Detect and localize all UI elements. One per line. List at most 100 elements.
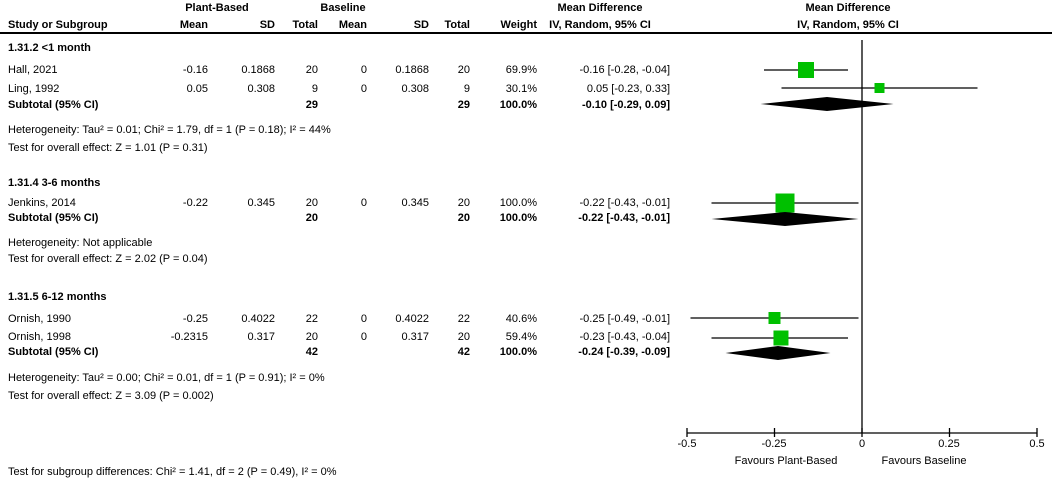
study-total1: 20 (305, 197, 318, 209)
subgroup-differences-note: Test for subgroup differences: Chi² = 1.… (8, 466, 337, 478)
study-total1: 20 (305, 331, 318, 343)
overall-effect-note: Test for overall effect: Z = 1.01 (P = 0… (8, 142, 208, 154)
study-mean1: 0.05 (186, 83, 208, 95)
subtotal-ci: -0.22 [-0.43, -0.01] (578, 212, 670, 224)
study-name: Ling, 1992 (8, 83, 60, 95)
subgroup-title: 1.31.2 <1 month (8, 42, 91, 54)
column-sd1: SD (259, 19, 275, 31)
favours-right-label: Favours Baseline (881, 455, 967, 467)
study-sd1: 0.308 (247, 83, 275, 95)
study-weight: 30.1% (505, 83, 537, 95)
subtotal-diamond (711, 212, 859, 226)
column-weight: Weight (500, 19, 537, 31)
study-name: Ornish, 1998 (8, 331, 71, 343)
study-total2: 20 (457, 64, 470, 76)
subgroup-title: 1.31.4 3-6 months (8, 177, 101, 189)
study-sd1: 0.345 (247, 197, 275, 209)
favours-left-label: Favours Plant-Based (734, 455, 838, 467)
subtotal-label: Subtotal (95% CI) (8, 212, 99, 224)
subtotal-weight: 100.0% (499, 346, 537, 358)
study-weight: 69.9% (505, 64, 537, 76)
column-group-baseline: Baseline (320, 2, 366, 14)
study-mean2: 0 (360, 313, 367, 325)
subtotal-weight: 100.0% (499, 99, 537, 111)
subtotal-label: Subtotal (95% CI) (8, 346, 99, 358)
study-mean2: 0 (360, 331, 367, 343)
column-iv-random-ci: IV, Random, 95% CI (549, 19, 651, 31)
x-tick-label: 0.25 (938, 438, 960, 450)
effect-square (775, 193, 795, 213)
study-sd1: 0.1868 (241, 64, 275, 76)
study-weight: 100.0% (499, 197, 537, 209)
heterogeneity-note: Heterogeneity: Not applicable (8, 237, 153, 249)
x-tick-label: 0 (858, 438, 866, 450)
study-ci: 0.05 [-0.23, 0.33] (586, 83, 670, 95)
effect-square (874, 83, 885, 93)
heterogeneity-note: Heterogeneity: Tau² = 0.00; Chi² = 0.01,… (8, 372, 325, 384)
study-ci: -0.25 [-0.49, -0.01] (579, 313, 671, 325)
study-sd2: 0.317 (401, 331, 429, 343)
heterogeneity-note: Heterogeneity: Tau² = 0.01; Chi² = 1.79,… (8, 124, 331, 136)
study-total1: 22 (305, 313, 318, 325)
plot-title-mean-difference: Mean Difference (805, 2, 891, 14)
column-mean2: Mean (338, 19, 367, 31)
study-ci: -0.22 [-0.43, -0.01] (579, 197, 671, 209)
effect-square (768, 312, 781, 324)
subtotal-total2: 29 (457, 99, 470, 111)
subgroup-title: 1.31.5 6-12 months (8, 291, 107, 303)
overall-effect-note: Test for overall effect: Z = 2.02 (P = 0… (8, 253, 208, 265)
subtotal-total1: 29 (305, 99, 318, 111)
study-total2: 9 (463, 83, 470, 95)
subtotal-diamond (760, 97, 894, 111)
study-ci: -0.16 [-0.28, -0.04] (579, 64, 671, 76)
study-ci: -0.23 [-0.43, -0.04] (579, 331, 671, 343)
subtotal-ci: -0.24 [-0.39, -0.09] (578, 346, 670, 358)
study-mean1: -0.25 (182, 313, 208, 325)
study-name: Hall, 2021 (8, 64, 58, 76)
subtotal-weight: 100.0% (499, 212, 537, 224)
study-mean2: 0 (360, 83, 367, 95)
subtotal-total1: 42 (305, 346, 318, 358)
study-sd1: 0.4022 (241, 313, 275, 325)
overall-effect-note: Test for overall effect: Z = 3.09 (P = 0… (8, 390, 214, 402)
subtotal-diamond (725, 346, 831, 360)
study-weight: 59.4% (505, 331, 537, 343)
study-total2: 22 (457, 313, 470, 325)
study-mean2: 0 (360, 64, 367, 76)
study-total1: 20 (305, 64, 318, 76)
subtotal-total1: 20 (305, 212, 318, 224)
study-sd1: 0.317 (247, 331, 275, 343)
study-mean2: 0 (360, 197, 367, 209)
effect-square (773, 330, 789, 346)
study-total2: 20 (457, 197, 470, 209)
column-sd2: SD (413, 19, 429, 31)
study-weight: 40.6% (505, 313, 537, 325)
subtotal-total2: 20 (457, 212, 470, 224)
x-tick-label: -0.25 (761, 438, 787, 450)
study-name: Jenkins, 2014 (8, 197, 76, 209)
header-divider (0, 32, 1052, 34)
subtotal-ci: -0.10 [-0.29, 0.09] (581, 99, 670, 111)
study-sd2: 0.345 (401, 197, 429, 209)
study-sd2: 0.1868 (395, 64, 429, 76)
study-mean1: -0.22 (182, 197, 208, 209)
column-total2: Total (444, 19, 470, 31)
study-sd2: 0.308 (401, 83, 429, 95)
column-study: Study or Subgroup (8, 19, 108, 31)
x-tick-label: 0.5 (1029, 438, 1045, 450)
plot-title-iv-random-ci: IV, Random, 95% CI (797, 19, 899, 31)
subtotal-label: Subtotal (95% CI) (8, 99, 99, 111)
study-mean1: -0.2315 (170, 331, 208, 343)
study-mean1: -0.16 (182, 64, 208, 76)
subtotal-total2: 42 (457, 346, 470, 358)
column-total1: Total (292, 19, 318, 31)
column-group-plant-based: Plant-Based (185, 2, 249, 14)
study-name: Ornish, 1990 (8, 313, 71, 325)
column-mean1: Mean (179, 19, 208, 31)
column-mean-difference-text: Mean Difference (557, 2, 643, 14)
study-total1: 9 (311, 83, 318, 95)
study-total2: 20 (457, 331, 470, 343)
effect-square (798, 62, 814, 78)
